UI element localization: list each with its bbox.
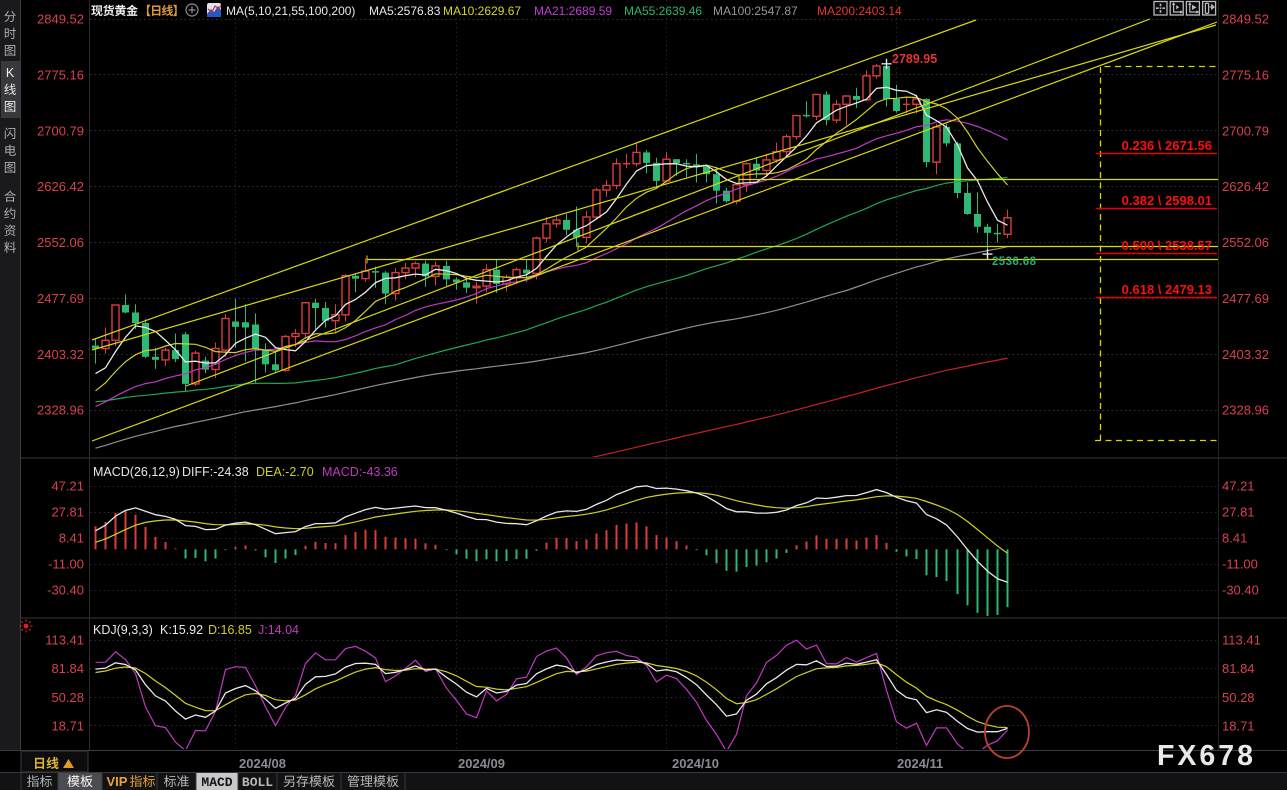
svg-text:2024/10: 2024/10 <box>672 756 719 771</box>
svg-text:47.21: 47.21 <box>51 479 84 494</box>
svg-text:2477.69: 2477.69 <box>37 291 84 306</box>
svg-text:18.71: 18.71 <box>1222 719 1255 734</box>
svg-text:MA55:2639.46: MA55:2639.46 <box>624 4 702 18</box>
svg-text:0.382 \ 2598.01: 0.382 \ 2598.01 <box>1122 193 1212 208</box>
svg-text:-30.40: -30.40 <box>1222 583 1259 598</box>
svg-text:2403.32: 2403.32 <box>1222 347 1269 362</box>
svg-text:2024/09: 2024/09 <box>458 756 505 771</box>
svg-text:27.81: 27.81 <box>51 505 84 520</box>
svg-text:2775.16: 2775.16 <box>37 67 84 82</box>
svg-text:47.21: 47.21 <box>1222 479 1255 494</box>
svg-text:2626.42: 2626.42 <box>37 179 84 194</box>
svg-text:DIFF:-24.38: DIFF:-24.38 <box>182 465 249 479</box>
svg-text:KDJ(9,3,3): KDJ(9,3,3) <box>93 623 153 637</box>
svg-text:2477.69: 2477.69 <box>1222 291 1269 306</box>
svg-text:27.81: 27.81 <box>1222 505 1255 520</box>
svg-text:-30.40: -30.40 <box>47 583 84 598</box>
svg-text:2789.95: 2789.95 <box>892 52 937 66</box>
svg-text:113.41: 113.41 <box>45 633 84 648</box>
svg-text:MA10:2629.67: MA10:2629.67 <box>443 4 521 18</box>
svg-text:MA200:2403.14: MA200:2403.14 <box>817 4 902 18</box>
svg-text:2700.79: 2700.79 <box>1222 123 1269 138</box>
svg-text:-11.00: -11.00 <box>48 557 84 572</box>
svg-text:8.41: 8.41 <box>1222 531 1247 546</box>
svg-text:2626.42: 2626.42 <box>1222 179 1269 194</box>
svg-text:MA5:2576.83: MA5:2576.83 <box>369 4 441 18</box>
svg-text:0.236 \ 2671.56: 0.236 \ 2671.56 <box>1122 138 1212 153</box>
svg-text:2536.68: 2536.68 <box>992 256 1037 268</box>
svg-text:K: K <box>6 66 15 80</box>
svg-text:0.500 \ 2538.57: 0.500 \ 2538.57 <box>1122 238 1212 253</box>
svg-text:0.618 \ 2479.13: 0.618 \ 2479.13 <box>1122 282 1212 297</box>
svg-text:2328.96: 2328.96 <box>37 403 84 418</box>
svg-text:18.71: 18.71 <box>51 719 84 734</box>
svg-text:D:16.85: D:16.85 <box>208 623 252 637</box>
svg-text:50.28: 50.28 <box>1222 690 1255 705</box>
svg-text:81.84: 81.84 <box>51 661 84 676</box>
svg-text:MACD(26,12,9): MACD(26,12,9) <box>93 465 180 479</box>
svg-text:MA100:2547.87: MA100:2547.87 <box>713 4 798 18</box>
svg-text:2403.32: 2403.32 <box>37 347 84 362</box>
svg-text:2024/08: 2024/08 <box>239 756 286 771</box>
svg-text:50.28: 50.28 <box>51 690 84 705</box>
svg-text:VIP: VIP <box>107 774 128 789</box>
svg-text:K:15.92: K:15.92 <box>160 623 203 637</box>
svg-text:-11.00: -11.00 <box>1222 557 1258 572</box>
svg-text:J:14.04: J:14.04 <box>258 623 299 637</box>
svg-text:8.41: 8.41 <box>59 531 84 546</box>
svg-text:MACD:-43.36: MACD:-43.36 <box>322 465 398 479</box>
svg-text:2552.06: 2552.06 <box>37 235 84 250</box>
svg-text:2700.79: 2700.79 <box>37 123 84 138</box>
svg-text:2328.96: 2328.96 <box>1222 403 1269 418</box>
svg-text:MA21:2689.59: MA21:2689.59 <box>534 4 612 18</box>
svg-text:MA(5,10,21,55,100,200): MA(5,10,21,55,100,200) <box>226 4 355 18</box>
svg-text:BOLL: BOLL <box>242 775 273 790</box>
svg-text:DEA:-2.70: DEA:-2.70 <box>256 465 314 479</box>
svg-text:FX678: FX678 <box>1157 740 1256 772</box>
svg-text:2849.52: 2849.52 <box>37 12 84 27</box>
svg-text:2775.16: 2775.16 <box>1222 67 1269 82</box>
svg-text:81.84: 81.84 <box>1222 661 1255 676</box>
svg-text:MACD: MACD <box>201 775 232 790</box>
svg-text:113.41: 113.41 <box>1222 633 1261 648</box>
svg-text:2552.06: 2552.06 <box>1222 235 1269 250</box>
svg-text:2849.52: 2849.52 <box>1222 12 1269 27</box>
svg-text:2024/11: 2024/11 <box>897 756 943 771</box>
